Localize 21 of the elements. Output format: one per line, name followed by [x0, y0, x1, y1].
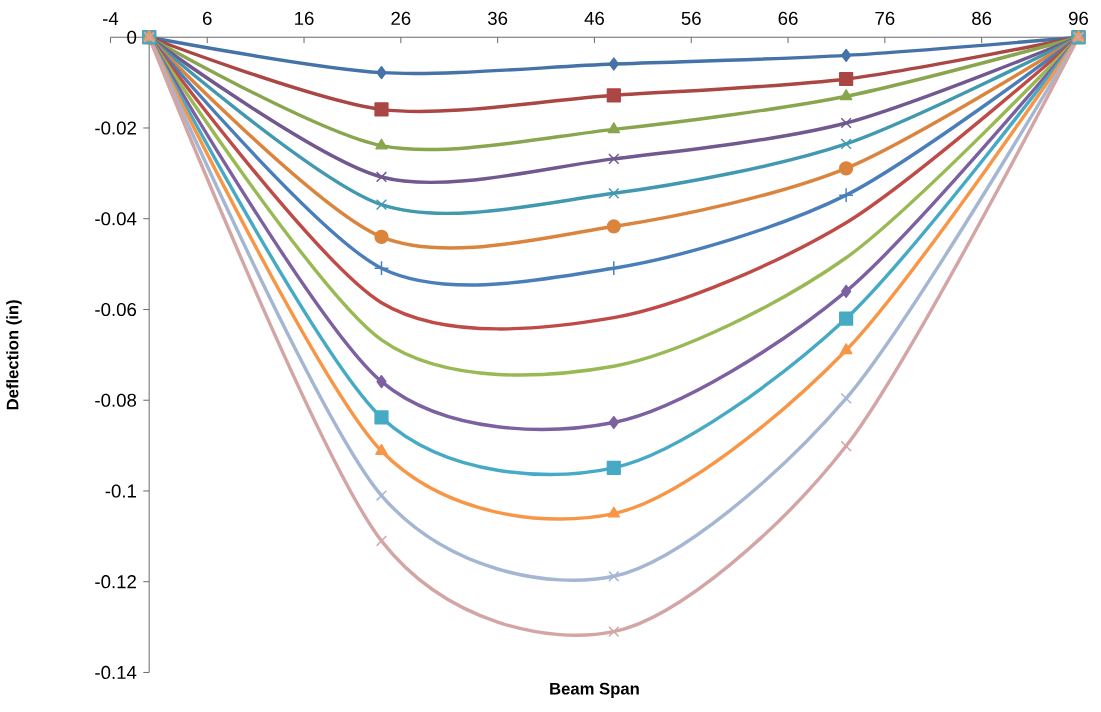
x-tick-label: 96: [1068, 11, 1088, 26]
y-tick-label: -0.12: [95, 575, 136, 589]
x-axis-title: Beam Span: [550, 682, 639, 699]
x-tick-label: 86: [972, 11, 992, 26]
x-tick-label: 46: [584, 11, 604, 26]
y-tick-label: -0.14: [95, 666, 137, 680]
x-tick-label: 76: [875, 11, 895, 26]
y-tick-label: -0.04: [95, 212, 137, 226]
x-tick-label: -4: [102, 12, 119, 26]
y-axis-title: Deflection (in): [6, 300, 22, 410]
y-tick-label: -0.08: [95, 393, 137, 407]
x-tick-label: 16: [295, 11, 314, 26]
x-tick-label: 66: [778, 11, 798, 26]
x-tick-label: 56: [681, 11, 701, 26]
y-tick-label: -0.1: [105, 484, 136, 498]
x-tick-label: 36: [488, 11, 508, 26]
y-tick-label: -0.02: [95, 121, 136, 135]
x-tick-label: 6: [203, 11, 212, 26]
y-tick-label: -0.06: [95, 303, 137, 317]
y-tick-label: 0: [127, 30, 137, 44]
x-tick-label: 26: [391, 11, 411, 26]
